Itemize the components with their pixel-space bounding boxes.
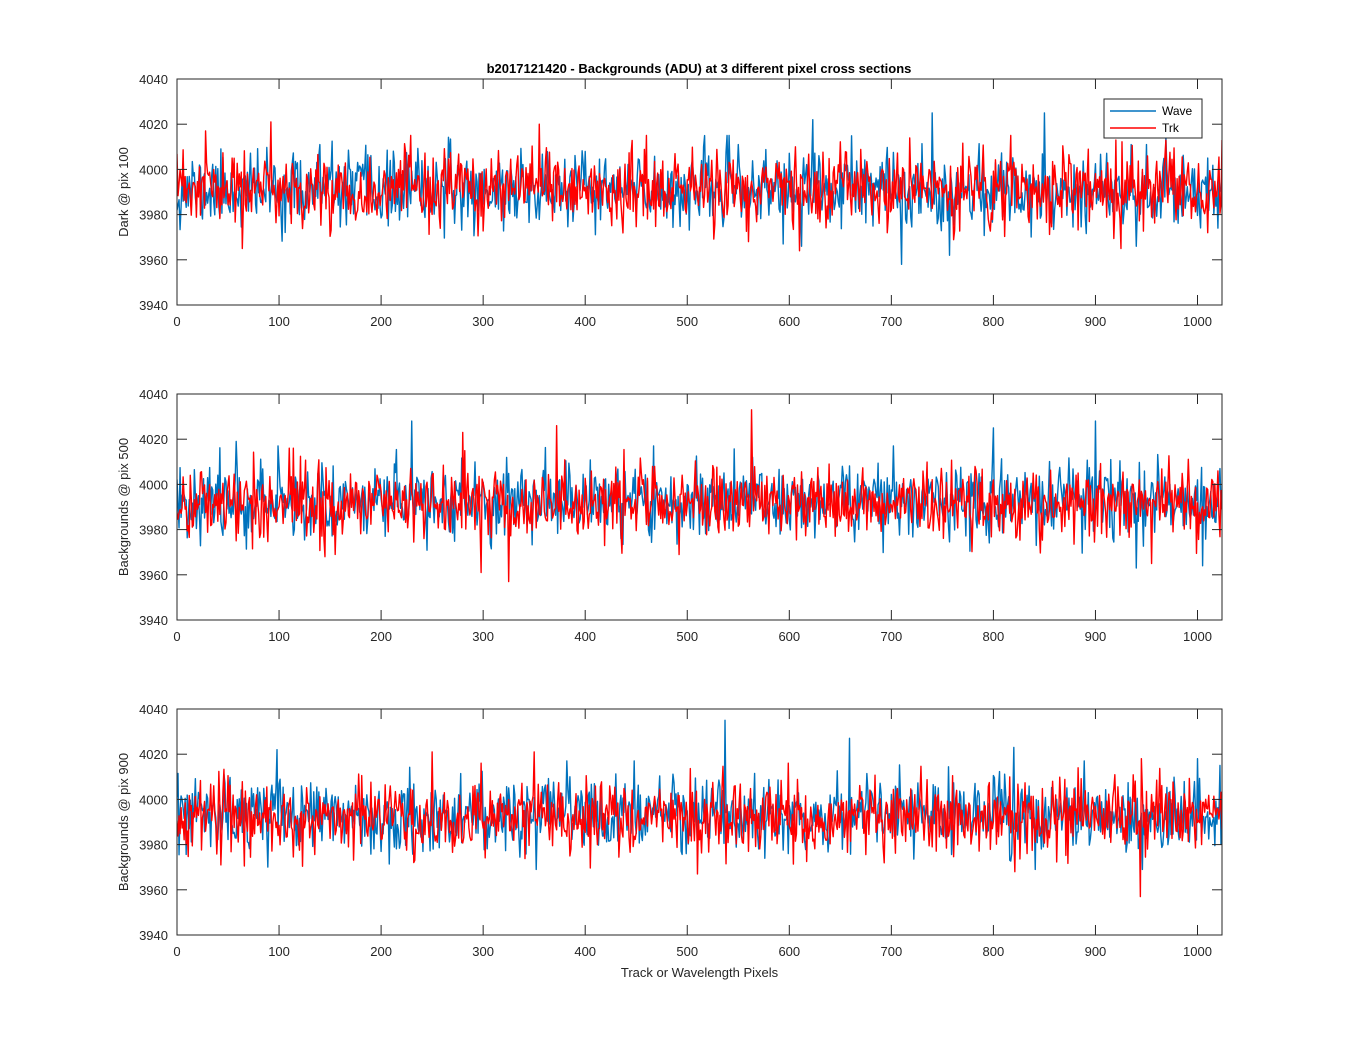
chart-title: b2017121420 - Backgrounds (ADU) at 3 dif… xyxy=(487,61,912,76)
axes-box xyxy=(176,708,1223,936)
legend-label-trk: Trk xyxy=(1162,121,1180,135)
y-tick-label: 4020 xyxy=(139,117,168,132)
axes-box xyxy=(176,393,1223,621)
x-tick-label: 300 xyxy=(472,944,494,959)
x-tick-label: 600 xyxy=(778,629,800,644)
x-tick-label: 600 xyxy=(778,944,800,959)
series-line-trk xyxy=(177,751,1222,898)
y-tick-label: 3940 xyxy=(139,298,168,313)
x-tick-label: 400 xyxy=(574,314,596,329)
x-tick-label: 800 xyxy=(983,944,1005,959)
x-tick-label: 400 xyxy=(574,629,596,644)
y-tick-label: 4000 xyxy=(139,477,168,492)
x-tick-label: 0 xyxy=(173,629,180,644)
y-axis-label: Dark @ pix 100 xyxy=(116,147,131,237)
x-tick-label: 1000 xyxy=(1183,944,1212,959)
y-tick-label: 3960 xyxy=(139,883,168,898)
x-tick-label: 900 xyxy=(1085,629,1107,644)
y-tick-label: 3980 xyxy=(139,838,168,853)
x-tick-label: 700 xyxy=(881,629,903,644)
x-tick-label: 1000 xyxy=(1183,629,1212,644)
x-axis-label: Track or Wavelength Pixels xyxy=(621,965,779,980)
subplot-3: 0 100 200 300 400 500 600 700 800 900 1000 3940 3960… xyxy=(116,702,1223,980)
y-tick-label: 4040 xyxy=(139,702,168,717)
x-tick-label: 100 xyxy=(268,944,290,959)
y-tick-label: 3980 xyxy=(139,523,168,538)
axes-box xyxy=(176,78,1223,306)
y-tick-label: 4000 xyxy=(139,162,168,177)
subplot-2: 0 100 200 300 400 500 600 700 800 900 1000 3940 3960… xyxy=(116,387,1223,644)
y-tick-label: 4000 xyxy=(139,792,168,807)
x-tick-label: 900 xyxy=(1085,314,1107,329)
series-line-trk xyxy=(177,121,1222,252)
y-tick-label: 3940 xyxy=(139,613,168,628)
x-tick-label: 500 xyxy=(676,629,698,644)
y-tick-label: 3960 xyxy=(139,568,168,583)
legend-label-wave: Wave xyxy=(1162,104,1193,118)
x-tick-label: 800 xyxy=(983,314,1005,329)
x-tick-label: 300 xyxy=(472,629,494,644)
x-tick-label: 500 xyxy=(676,944,698,959)
y-tick-label: 3980 xyxy=(139,208,168,223)
x-tick-label: 700 xyxy=(881,314,903,329)
y-tick-label: 4040 xyxy=(139,387,168,402)
y-tick-label: 3940 xyxy=(139,928,168,943)
x-tick-label: 100 xyxy=(268,314,290,329)
x-tick-label: 400 xyxy=(574,944,596,959)
x-tick-label: 200 xyxy=(370,944,392,959)
x-tick-label: 0 xyxy=(173,314,180,329)
x-tick-label: 600 xyxy=(778,314,800,329)
series-line-trk xyxy=(177,409,1222,583)
subplot-1: 0 100 200 300 400 500 600 700 800 900 1000 3940 3960… xyxy=(116,72,1223,329)
x-tick-label: 200 xyxy=(370,629,392,644)
legend-box xyxy=(1103,98,1203,139)
y-tick-label: 4020 xyxy=(139,432,168,447)
x-tick-label: 1000 xyxy=(1183,314,1212,329)
x-tick-label: 100 xyxy=(268,629,290,644)
y-tick-label: 4020 xyxy=(139,747,168,762)
x-tick-label: 300 xyxy=(472,314,494,329)
x-tick-label: 800 xyxy=(983,629,1005,644)
x-tick-label: 0 xyxy=(173,944,180,959)
legend: Wave Trk xyxy=(1103,98,1203,139)
y-tick-label: 4040 xyxy=(139,72,168,87)
y-axis-label: Backgrounds @ pix 900 xyxy=(116,753,131,891)
x-tick-label: 700 xyxy=(881,944,903,959)
x-tick-label: 200 xyxy=(370,314,392,329)
y-tick-label: 3960 xyxy=(139,253,168,268)
x-tick-label: 500 xyxy=(676,314,698,329)
series-line-wave xyxy=(177,719,1222,871)
x-tick-label: 900 xyxy=(1085,944,1107,959)
subplot-panels: 0 100 200 300 400 500 600 700 800 900 100039403960… xyxy=(116,72,1223,980)
y-axis-label: Backgrounds @ pix 500 xyxy=(116,438,131,576)
